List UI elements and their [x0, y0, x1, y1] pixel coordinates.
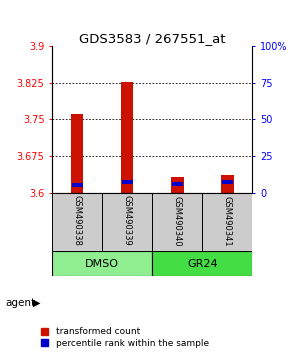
Bar — [122, 180, 133, 184]
Text: GSM490339: GSM490339 — [123, 195, 132, 246]
Bar — [52, 193, 102, 251]
Text: GSM490340: GSM490340 — [173, 195, 182, 246]
Bar — [222, 180, 233, 184]
Bar — [71, 114, 84, 193]
Text: agent: agent — [6, 298, 36, 308]
Text: ▶: ▶ — [33, 298, 41, 308]
Legend: transformed count, percentile rank within the sample: transformed count, percentile rank withi… — [39, 326, 211, 349]
Bar — [171, 177, 184, 193]
Title: GDS3583 / 267551_at: GDS3583 / 267551_at — [79, 32, 226, 45]
Bar — [72, 183, 83, 187]
Bar — [121, 82, 133, 193]
Text: GSM490338: GSM490338 — [73, 195, 82, 246]
Bar — [221, 175, 233, 193]
Text: DMSO: DMSO — [85, 258, 119, 269]
Text: GSM490341: GSM490341 — [223, 195, 232, 246]
Bar — [172, 182, 183, 186]
Bar — [152, 193, 202, 251]
Bar — [52, 251, 152, 276]
Bar — [202, 193, 252, 251]
Bar — [102, 193, 152, 251]
Text: GR24: GR24 — [187, 258, 218, 269]
Bar — [152, 251, 252, 276]
